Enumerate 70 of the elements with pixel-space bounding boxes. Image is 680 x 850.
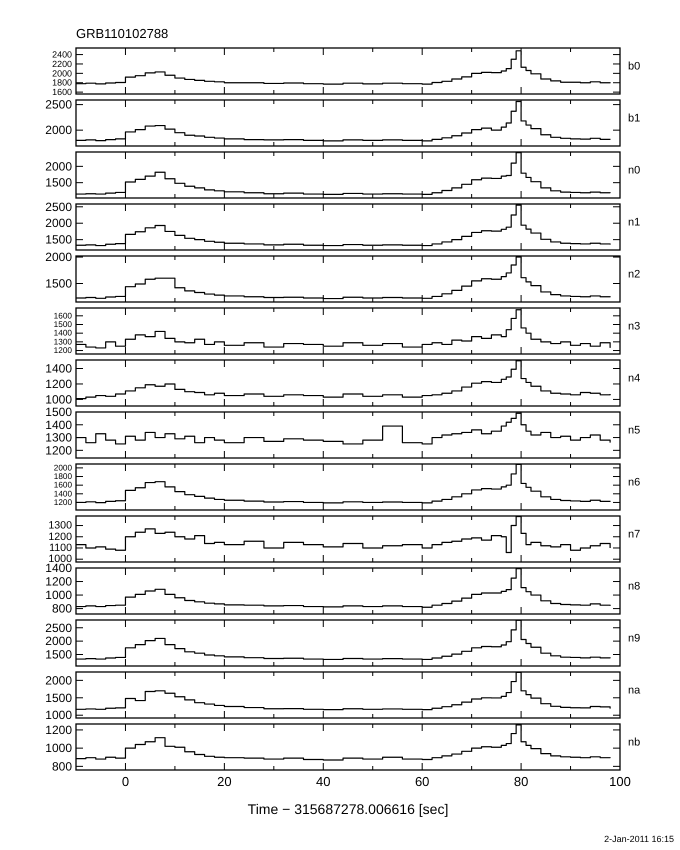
y-tick-label: 1200 (45, 574, 72, 589)
y-tick-label: 1400 (54, 489, 72, 498)
y-tick-label: 1000 (45, 588, 72, 602)
y-tick-label: 1200 (45, 443, 72, 458)
text: b1 (628, 112, 640, 124)
y-tick-label: 1500 (45, 405, 72, 419)
y-tick-label: 1400 (45, 561, 72, 575)
y-tick-label: 1200 (54, 346, 72, 356)
legend-label: n1 (628, 216, 640, 228)
y-tick-label: 2200 (52, 58, 72, 69)
x-tick-label: 100 (609, 774, 631, 789)
legend-label: n4 (628, 372, 640, 384)
legend-label: n6 (628, 476, 640, 488)
y-tick-label: 2500 (45, 200, 72, 214)
x-tick-label: 40 (316, 774, 331, 789)
y-tick-label: 1100 (49, 542, 72, 554)
y-tick-label: 1500 (45, 276, 72, 290)
legend-label: n7 (628, 528, 640, 540)
y-tick-label: 2000 (45, 250, 72, 264)
y-tick-label: 800 (52, 602, 72, 616)
y-tick-label: 800 (52, 759, 72, 774)
y-tick-label: 1800 (52, 78, 72, 88)
y-tick-label: 2500 (45, 98, 72, 112)
y-tick-label: 1000 (45, 741, 72, 756)
y-tick-label: 1400 (45, 362, 72, 376)
y-tick-label: 1600 (54, 480, 72, 490)
y-tick-label: 2000 (52, 68, 72, 78)
legend-label: n8 (628, 580, 640, 592)
y-tick-label: 1200 (48, 530, 72, 543)
y-tick-label: 1500 (45, 690, 72, 705)
y-tick-label: 2500 (45, 620, 72, 635)
chart-title: GRB110102788 (76, 26, 168, 41)
y-tick-label: 2000 (45, 673, 72, 688)
y-tick-label: 1300 (45, 430, 72, 445)
y-tick-label: 1300 (48, 520, 72, 532)
y-tick-label: 2000 (45, 159, 72, 174)
y-tick-label: 1600 (52, 87, 72, 98)
x-tick-label: 0 (122, 774, 130, 789)
x-tick-label: 80 (514, 774, 528, 789)
y-tick-label: 1000 (45, 708, 72, 722)
y-tick-label: 1200 (45, 376, 72, 391)
x-axis-title: Time − 315687278.006616 [sec] (248, 801, 448, 817)
y-tick-label: 2400 (52, 50, 72, 60)
y-tick-label: 2000 (45, 123, 72, 138)
y-tick-label: 1500 (45, 648, 72, 662)
y-tick-label: 1600 (54, 311, 72, 320)
y-tick-label: 1500 (54, 320, 72, 329)
text: 2-Jan-2011 16:15 (604, 834, 674, 844)
y-tick-label: 2000 (45, 216, 72, 230)
y-tick-label: 2000 (45, 634, 72, 648)
legend-label: n5 (628, 424, 640, 436)
y-tick-label: 1400 (45, 418, 72, 432)
legend-label: na (628, 684, 642, 696)
y-tick-label: 1300 (54, 337, 72, 346)
legend-label: b0 (628, 60, 640, 72)
y-tick-label: 1000 (45, 392, 72, 406)
y-tick-label: 1800 (54, 472, 72, 482)
text: n2 (628, 268, 640, 280)
y-tick-label: 2000 (54, 463, 72, 472)
y-tick-label: 1500 (45, 176, 72, 190)
legend-label: n3 (628, 320, 640, 332)
y-tick-label: 1200 (45, 722, 72, 737)
x-tick-label: 60 (414, 774, 430, 789)
legend-label: nb (628, 736, 640, 748)
x-tick-label: 20 (217, 774, 232, 789)
y-tick-label: 1200 (54, 498, 72, 507)
y-tick-label: 1500 (45, 232, 72, 247)
legend-label: n0 (628, 164, 640, 176)
y-tick-label: 1400 (54, 328, 72, 338)
legend-label: n9 (628, 632, 640, 644)
